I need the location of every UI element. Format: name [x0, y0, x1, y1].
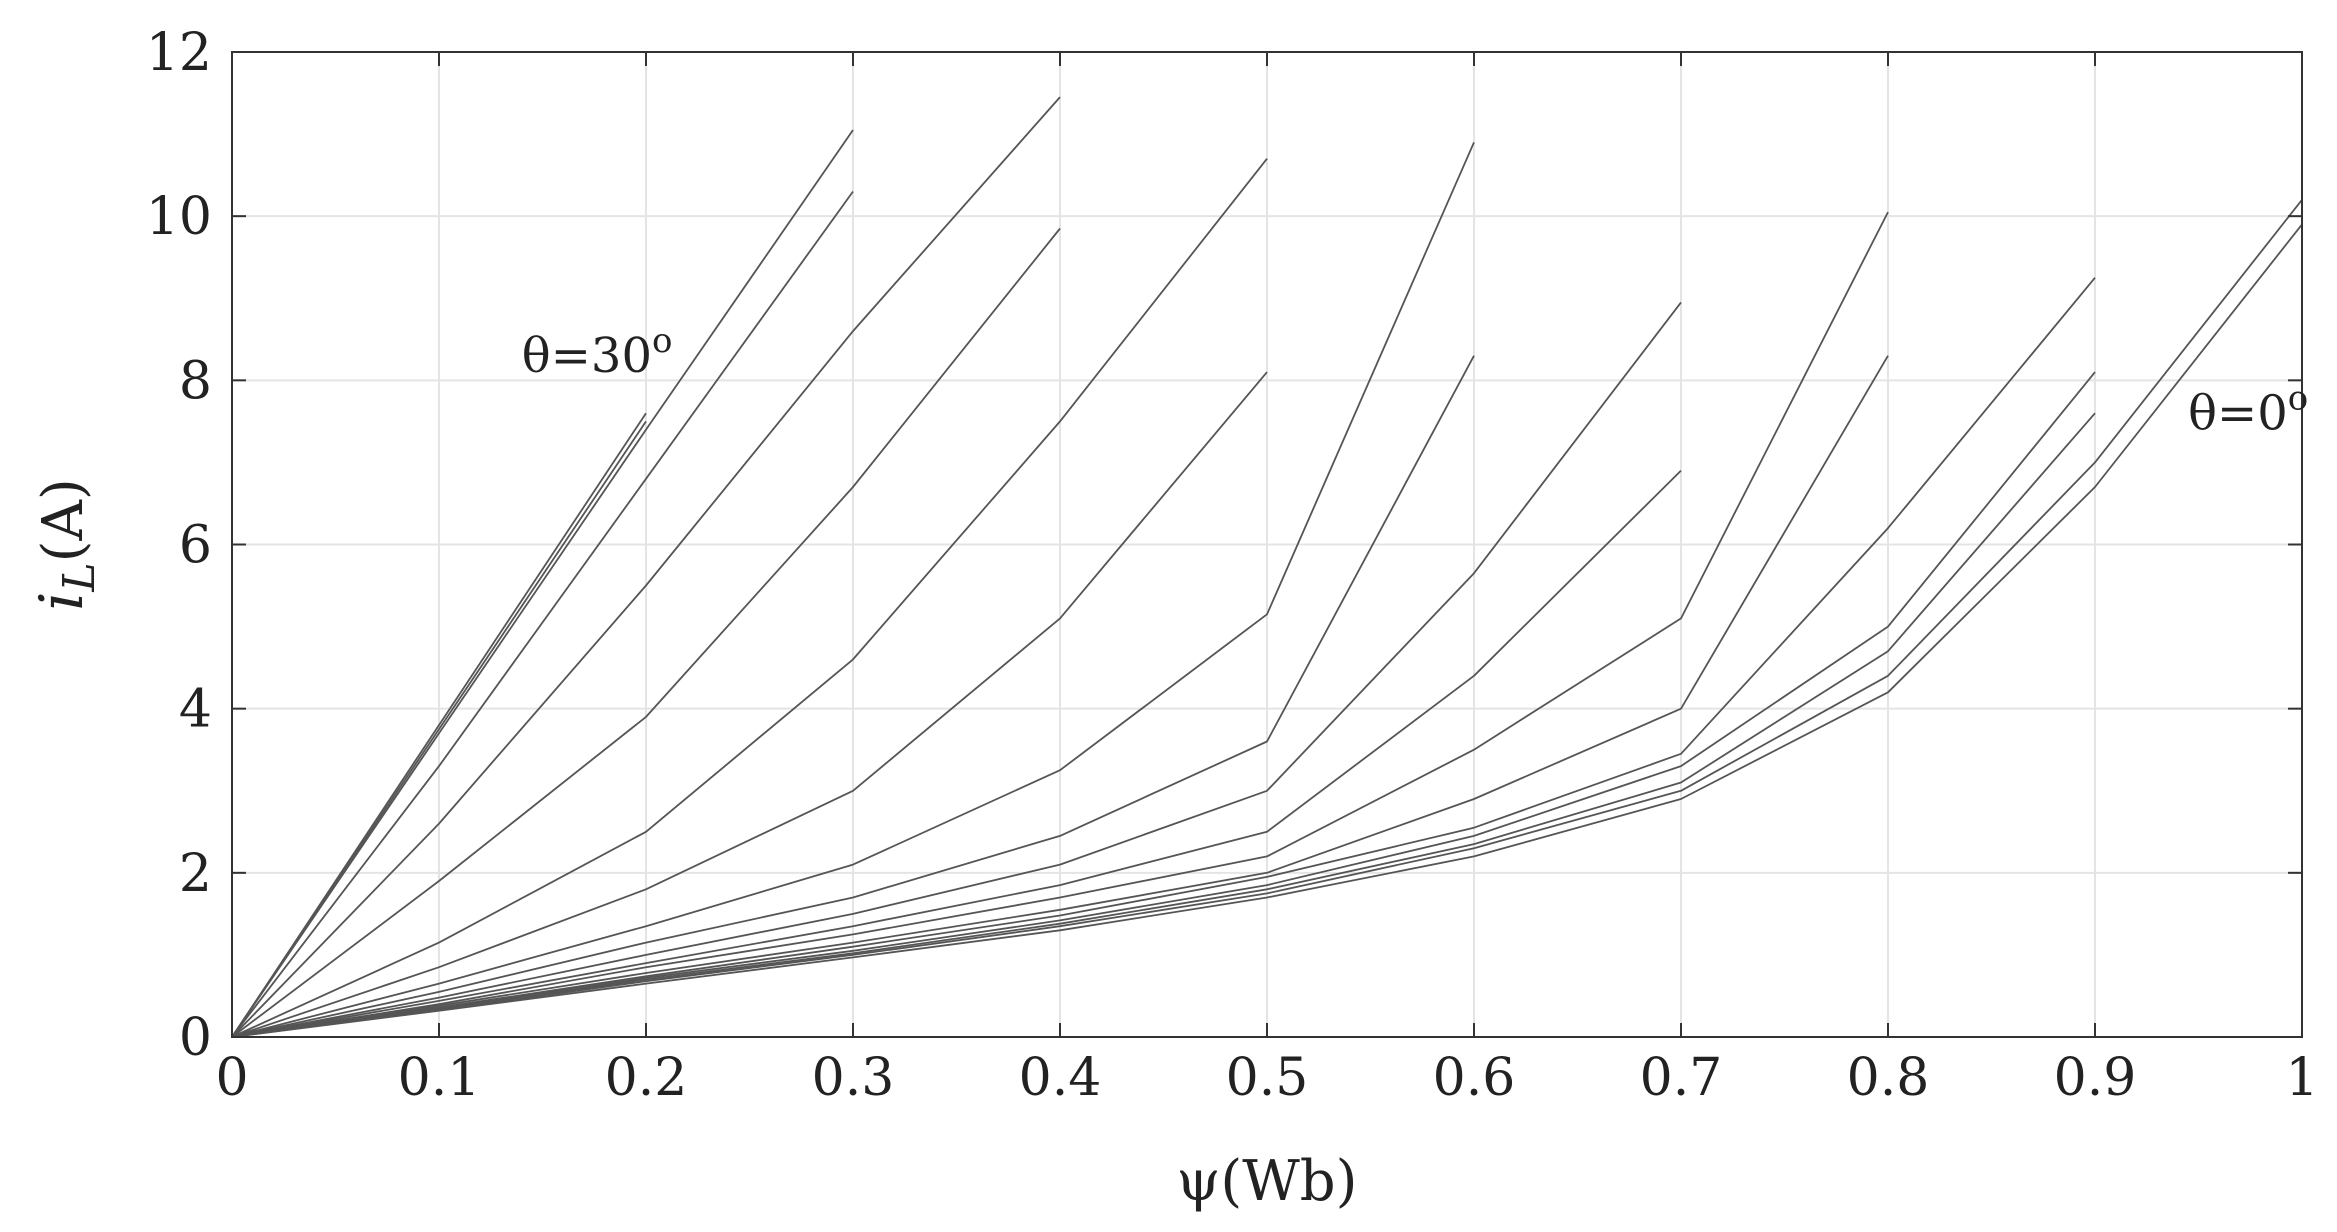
annotation-theta-0-sup: o — [2288, 379, 2308, 419]
x-tick-label: 0.4 — [1019, 1048, 1102, 1108]
series-line-16 — [231, 371, 2096, 1038]
y-axis-label: iL(A) — [27, 478, 105, 611]
y-tick-label: 6 — [179, 516, 212, 576]
x-tick-label: 0.1 — [398, 1048, 481, 1108]
series-line-9 — [231, 141, 1475, 1038]
series-line-19 — [231, 223, 2303, 1038]
annotation-theta-30-text: θ=30 — [522, 328, 652, 384]
annotation-theta-0-text: θ=0 — [2188, 386, 2288, 442]
x-tick-label: 0.2 — [605, 1048, 688, 1108]
series-line-14 — [231, 355, 1889, 1038]
y-tick-label: 4 — [179, 680, 212, 740]
y-axis-label-main: i — [27, 592, 97, 611]
series-line-18 — [231, 199, 2303, 1038]
y-tick-label: 8 — [179, 351, 212, 411]
x-tick-label: 0.3 — [812, 1048, 895, 1108]
series-line-4 — [231, 190, 854, 1038]
x-tick-label: 0.5 — [1226, 1048, 1309, 1108]
grid — [232, 52, 2302, 1037]
series-line-10 — [231, 355, 1475, 1038]
x-tick-label: 0.6 — [1433, 1048, 1516, 1108]
y-tick-label: 0 — [179, 1008, 212, 1068]
annotation-theta-30: θ=30o — [522, 321, 673, 384]
series-line-7 — [231, 158, 1268, 1038]
x-tick-label: 0.9 — [2054, 1048, 2137, 1108]
y-tick-label: 10 — [146, 187, 212, 247]
x-tick-label: 0 — [215, 1048, 248, 1108]
x-tick-label: 0.8 — [1847, 1048, 1930, 1108]
y-axis-label-subscript: L — [54, 562, 105, 592]
series-line-6 — [231, 227, 1061, 1038]
y-tick-label: 2 — [179, 844, 212, 904]
annotation-theta-0: θ=0o — [2188, 379, 2308, 442]
series-line-13 — [231, 211, 1889, 1038]
series-line-3 — [231, 129, 854, 1038]
series-line-17 — [231, 412, 2096, 1038]
y-tick-label: 12 — [146, 23, 212, 83]
series-line-8 — [231, 371, 1268, 1038]
series-line-12 — [231, 469, 1682, 1038]
series-group — [231, 96, 2303, 1038]
annotation-theta-30-sup: o — [652, 321, 672, 361]
x-tick-label: 0.7 — [1640, 1048, 1723, 1108]
series-line-15 — [231, 277, 2096, 1038]
series-line-5 — [231, 96, 1061, 1038]
x-axis-label: ψ(Wb) — [1176, 1149, 1357, 1214]
y-axis-label-unit: (A) — [31, 478, 96, 562]
x-tick-label: 1 — [2285, 1048, 2318, 1108]
series-line-11 — [231, 301, 1682, 1038]
